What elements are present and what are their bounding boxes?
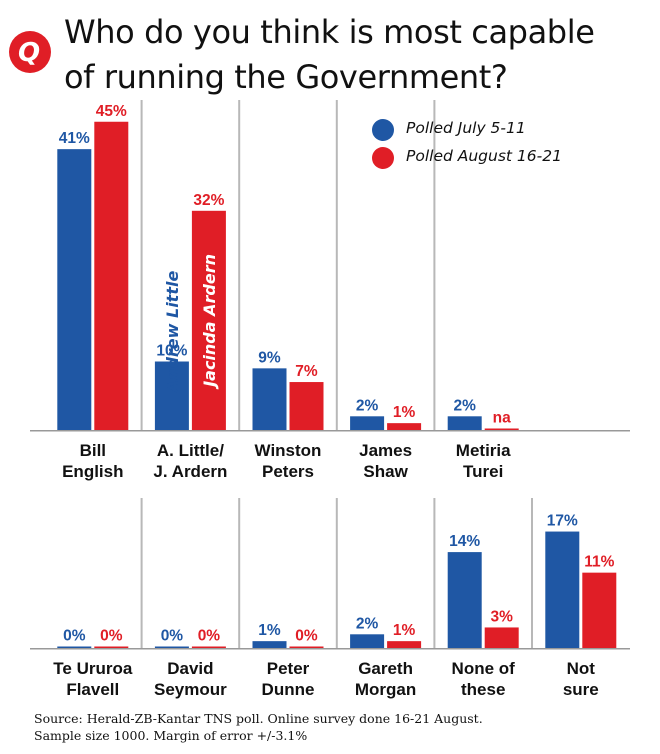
bar-david-seymour-series-2 [192, 647, 226, 649]
category-divider [433, 498, 435, 648]
bar-winston-peters-series-1 [253, 368, 287, 430]
category-divider [531, 498, 533, 648]
category-divider [238, 100, 240, 430]
legend-swatch-august [372, 147, 394, 169]
data-label-winston-peters-series-2: 7% [295, 363, 318, 380]
data-label-peter-dunne-series-2: 0% [295, 628, 318, 645]
bar-david-seymour-series-1 [155, 647, 189, 649]
category-label-winston-peters-line-1: Winston [255, 441, 322, 460]
category-label-none-of-these-line-1: None of [452, 659, 516, 678]
row-baseline [30, 430, 630, 432]
data-label-metiria-turei-series-2: na [493, 410, 511, 427]
data-label-david-seymour-series-2: 0% [198, 628, 221, 645]
bar-gareth-morgan-series-2 [387, 641, 421, 648]
data-label-james-shaw-series-2: 1% [393, 404, 416, 421]
bar-metiria-turei-series-2 [485, 429, 519, 431]
category-label-gareth-morgan-line-1: Gareth [358, 659, 413, 678]
data-label-bill-english-series-1: 41% [59, 130, 90, 147]
category-divider [141, 498, 143, 648]
data-label-gareth-morgan-series-2: 1% [393, 622, 416, 639]
category-label-james-shaw-line-1: James [359, 441, 412, 460]
category-label-bill-english-line-1: Bill [80, 441, 106, 460]
category-label-david-seymour-line-2: Seymour [154, 680, 227, 699]
category-label-metiria-turei-line-2: Turei [463, 462, 503, 481]
data-label-metiria-turei-series-1: 2% [453, 397, 476, 414]
data-label-david-seymour-series-1: 0% [161, 628, 184, 645]
category-label-a-little-j-ardern-line-1: A. Little/ [157, 441, 224, 460]
source-line-2: Sample size 1000. Margin of error +/-3.1… [34, 727, 483, 744]
category-label-peter-dunne-line-1: Peter [267, 659, 310, 678]
data-label-james-shaw-series-1: 2% [356, 397, 379, 414]
legend-swatch-july [372, 119, 394, 141]
category-label-te-ururoa-flavell-line-1: Te Ururoa [53, 659, 133, 678]
bar-name-jacinda-ardern: Jacinda Ardern [200, 254, 219, 390]
bar-peter-dunne-series-2 [290, 647, 324, 649]
data-label-bill-english-series-2: 45% [96, 103, 127, 120]
category-label-not-sure-line-1: Not [567, 659, 596, 678]
bar-peter-dunne-series-1 [253, 641, 287, 648]
data-label-te-ururoa-flavell-series-2: 0% [100, 628, 123, 645]
data-label-gareth-morgan-series-1: 2% [356, 615, 379, 632]
category-label-bill-english-line-2: English [62, 462, 123, 481]
category-label-metiria-turei-line-1: Metiria [456, 441, 511, 460]
data-label-te-ururoa-flavell-series-1: 0% [63, 628, 86, 645]
category-label-peter-dunne-line-2: Dunne [262, 680, 315, 699]
category-label-winston-peters-line-2: Peters [262, 462, 314, 481]
category-label-gareth-morgan-line-2: Morgan [355, 680, 416, 699]
bar-te-ururoa-flavell-series-2 [94, 647, 128, 649]
category-label-none-of-these-line-2: these [461, 680, 505, 699]
bar-bill-english-series-1 [57, 149, 91, 430]
category-label-david-seymour-line-1: David [167, 659, 213, 678]
legend-label-july: Polled July 5-11 [406, 119, 526, 137]
category-label-james-shaw-line-2: Shaw [363, 462, 408, 481]
category-label-a-little-j-ardern-line-2: J. Ardern [153, 462, 227, 481]
category-label-te-ururoa-flavell-line-2: Flavell [66, 680, 119, 699]
bar-james-shaw-series-2 [387, 423, 421, 430]
bar-winston-peters-series-2 [290, 382, 324, 430]
data-label-not-sure-series-1: 17% [547, 513, 578, 530]
category-divider [336, 100, 338, 430]
category-divider [141, 100, 143, 430]
bar-james-shaw-series-1 [350, 416, 384, 430]
category-label-not-sure-line-2: sure [563, 680, 599, 699]
legend-label-august: Polled August 16-21 [406, 147, 562, 165]
data-label-a-little-j-ardern-series-2: 32% [193, 192, 224, 209]
data-label-winston-peters-series-1: 9% [258, 349, 281, 366]
bar-te-ururoa-flavell-series-1 [57, 647, 91, 649]
row-baseline [30, 648, 630, 650]
bar-name-andrew-little: Andrew Little [163, 271, 182, 395]
bar-bill-english-series-2 [94, 122, 128, 430]
data-label-not-sure-series-2: 11% [584, 554, 614, 571]
data-label-none-of-these-series-2: 3% [490, 608, 513, 625]
bar-not-sure-series-1 [545, 532, 579, 648]
bar-metiria-turei-series-1 [448, 416, 482, 430]
bar-none-of-these-series-2 [485, 627, 519, 648]
data-label-none-of-these-series-1: 14% [449, 533, 480, 550]
category-divider [336, 498, 338, 648]
source-note: Source: Herald-ZB-Kantar TNS poll. Onlin… [34, 710, 483, 744]
category-divider [238, 498, 240, 648]
bar-none-of-these-series-1 [448, 552, 482, 648]
bar-gareth-morgan-series-1 [350, 634, 384, 648]
data-label-peter-dunne-series-1: 1% [258, 622, 281, 639]
source-line-1: Source: Herald-ZB-Kantar TNS poll. Onlin… [34, 710, 483, 727]
bar-not-sure-series-2 [582, 573, 616, 648]
